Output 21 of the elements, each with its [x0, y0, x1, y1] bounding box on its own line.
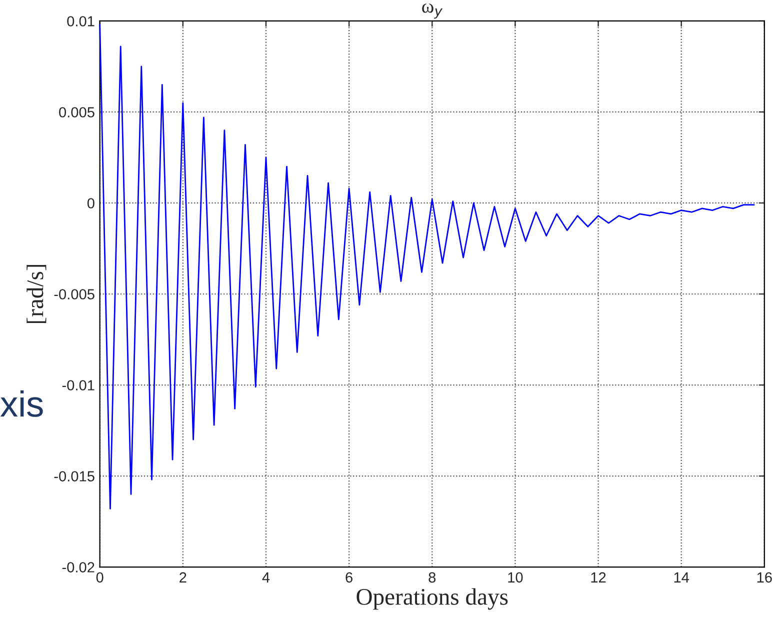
x-tick-label: 10 — [508, 572, 523, 583]
line-series — [99, 24, 755, 510]
y-tick-label: 0.005 — [59, 107, 94, 118]
x-tick-label: 14 — [674, 572, 690, 582]
x-tick-label: 0 — [96, 572, 104, 583]
y-tick-label: 0 — [87, 198, 94, 208]
x-tick-label: 8 — [428, 572, 436, 583]
x-tick-label: 16 — [757, 572, 772, 583]
x-tick-label: 12 — [591, 572, 606, 582]
text: xis — [0, 390, 43, 417]
x-tick-label: 4 — [262, 572, 270, 582]
y-tick-label: -0.01 — [62, 380, 94, 390]
y-tick-label: 0.01 — [67, 16, 94, 26]
x-tick-label: 6 — [346, 572, 352, 583]
x-axis-title: Operations days — [356, 588, 508, 610]
x-tick-label: 2 — [180, 572, 186, 582]
y-tick-label: -0.02 — [62, 562, 94, 572]
y-axis-title: [rad/s] — [26, 264, 46, 324]
y-tick-label: -0.015 — [54, 471, 94, 482]
y-tick-label: -0.005 — [54, 289, 94, 300]
chart-title: ω$_{y}$ — [422, 4, 443, 19]
